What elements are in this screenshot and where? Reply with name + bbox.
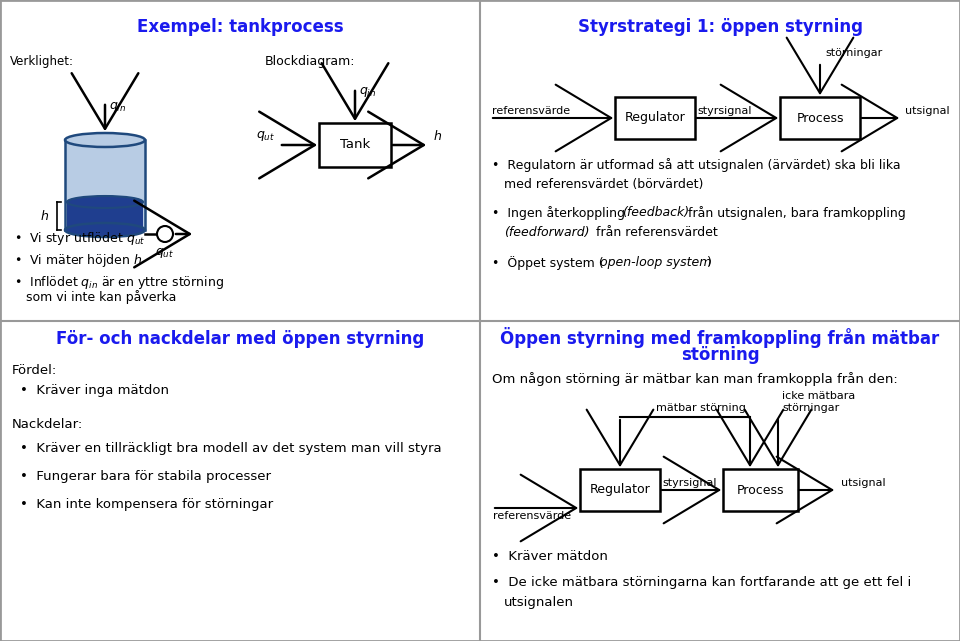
Text: (feedback): (feedback) [622, 206, 689, 219]
Text: •  Kräver inga mätdon: • Kräver inga mätdon [20, 384, 169, 397]
Text: $h$: $h$ [433, 129, 442, 143]
Text: Verklighet:: Verklighet: [10, 55, 74, 68]
Bar [723, 469, 798, 511]
Bar [780, 97, 860, 139]
Text: Tank: Tank [340, 138, 371, 151]
Bar [580, 469, 660, 511]
Text: •  Vi styr utflödet $q_{ut}$: • Vi styr utflödet $q_{ut}$ [14, 230, 145, 247]
Text: styrsignal: styrsignal [662, 478, 716, 488]
Text: •  Kräver en tillräckligt bra modell av det system man vill styra: • Kräver en tillräckligt bra modell av d… [20, 442, 442, 455]
Text: $h$: $h$ [40, 209, 49, 223]
Text: ): ) [707, 256, 712, 269]
Text: (feedforward): (feedforward) [504, 226, 589, 239]
Text: Om någon störning är mätbar kan man framkoppla från den:: Om någon störning är mätbar kan man fram… [492, 372, 898, 386]
Text: utsignalen: utsignalen [504, 596, 574, 609]
Text: störning: störning [681, 346, 759, 364]
Text: Process: Process [736, 483, 783, 497]
Text: •  Inflödet $q_{in}$ är en yttre störning: • Inflödet $q_{in}$ är en yttre störning [14, 274, 224, 291]
Text: utsignal: utsignal [905, 106, 949, 116]
Ellipse shape [67, 196, 143, 208]
Text: Exempel: tankprocess: Exempel: tankprocess [136, 18, 344, 36]
Text: med referensvärdet (börvärdet): med referensvärdet (börvärdet) [504, 178, 704, 191]
Text: •  Regulatorn är utformad så att utsignalen (ärvärdet) ska bli lika: • Regulatorn är utformad så att utsignal… [492, 158, 900, 172]
Text: open-loop system: open-loop system [600, 256, 711, 269]
Text: Regulator: Regulator [589, 483, 650, 497]
Text: referensvärde: referensvärde [493, 511, 571, 521]
Text: $q_{ut}$: $q_{ut}$ [156, 246, 175, 260]
Text: •  Kräver mätdon: • Kräver mätdon [492, 550, 608, 563]
Text: från utsignalen, bara framkoppling: från utsignalen, bara framkoppling [684, 206, 905, 220]
Text: •  De icke mätbara störningarna kan fortfarande att ge ett fel i: • De icke mätbara störningarna kan fortf… [492, 576, 911, 589]
Text: •  Kan inte kompensera för störningar: • Kan inte kompensera för störningar [20, 498, 274, 511]
Ellipse shape [65, 133, 145, 147]
Ellipse shape [65, 223, 145, 237]
Bar [319, 123, 391, 167]
Text: Öppen styrning med framkoppling från mätbar: Öppen styrning med framkoppling från mät… [500, 327, 940, 348]
Text: från referensvärdet: från referensvärdet [592, 226, 718, 239]
Text: •  Öppet system (: • Öppet system ( [492, 256, 604, 270]
Text: utsignal: utsignal [841, 478, 886, 488]
Text: $q_{in}$: $q_{in}$ [109, 100, 127, 114]
Text: •  Fungerar bara för stabila processer: • Fungerar bara för stabila processer [20, 470, 271, 483]
Text: icke mätbara
störningar: icke mätbara störningar [782, 392, 855, 413]
Text: •  Vi mäter höjden $h$: • Vi mäter höjden $h$ [14, 252, 142, 269]
Ellipse shape [157, 226, 173, 242]
Text: mätbar störning: mätbar störning [656, 403, 746, 413]
Text: Regulator: Regulator [625, 112, 685, 124]
Text: För- och nackdelar med öppen styrning: För- och nackdelar med öppen styrning [56, 330, 424, 348]
Text: •  Ingen återkoppling: • Ingen återkoppling [492, 206, 629, 220]
Text: styrsignal: styrsignal [697, 106, 752, 116]
Bar [615, 97, 695, 139]
Text: störningar: störningar [825, 48, 882, 58]
Text: som vi inte kan påverka: som vi inte kan påverka [26, 290, 177, 304]
Text: referensvärde: referensvärde [492, 106, 570, 116]
Text: $q_{in}$: $q_{in}$ [359, 85, 376, 99]
Text: Process: Process [796, 112, 844, 124]
Text: Nackdelar:: Nackdelar: [12, 418, 84, 431]
Text: Blockdiagram:: Blockdiagram: [265, 55, 355, 68]
Text: $q_{ut}$: $q_{ut}$ [255, 129, 275, 143]
Text: Styrstrategi 1: öppen styrning: Styrstrategi 1: öppen styrning [578, 18, 862, 36]
Text: Fördel:: Fördel: [12, 364, 58, 377]
Bar [65, 140, 145, 230]
Bar [67, 202, 143, 230]
